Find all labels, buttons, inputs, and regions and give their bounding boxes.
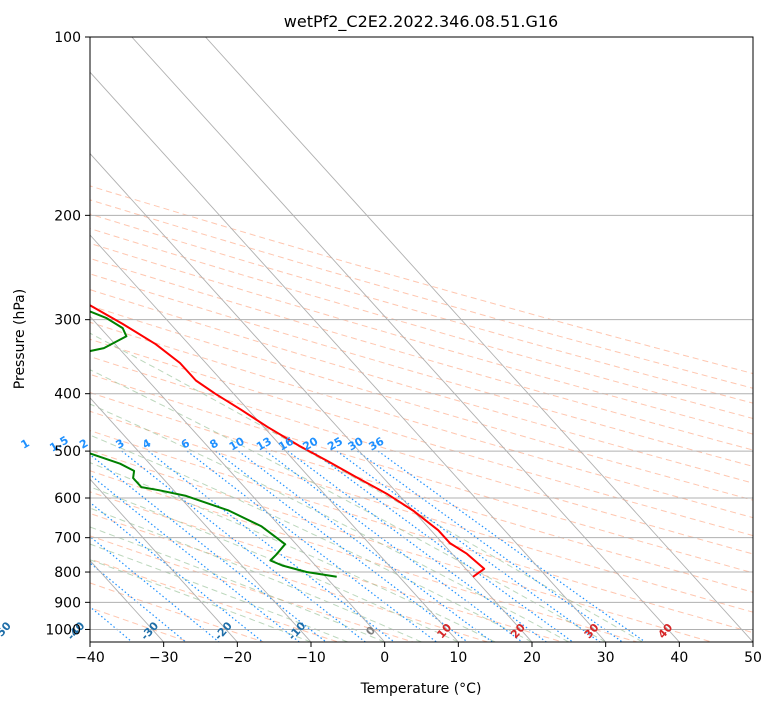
plot-frame [89, 36, 754, 643]
isotherm-line [90, 234, 459, 642]
dry-adiabat [90, 491, 563, 642]
dry-adiabat [90, 392, 753, 593]
mixing-ratio-line [90, 535, 220, 642]
dry-adiabat [90, 257, 753, 451]
moist-adiabat [90, 434, 533, 642]
x-axis-label: Temperature (°C) [360, 681, 482, 697]
dry-adiabat [90, 242, 753, 435]
isotherm-line [131, 37, 680, 642]
mixing-ratio-line [215, 450, 468, 642]
dry-adiabat [90, 356, 753, 555]
y-axis-label: Pressure (hPa) [12, 289, 28, 389]
moist-adiabat [90, 369, 606, 642]
y-tick-label: 300 [54, 313, 81, 329]
mixing-ratio-line [265, 450, 523, 642]
x-tick-label: 0 [380, 650, 389, 666]
x-tick-label: −30 [149, 650, 179, 666]
background-lines [90, 185, 753, 642]
x-tick-label: −20 [223, 650, 253, 666]
x-tick-label: 20 [523, 650, 541, 666]
moist-adiabat [90, 543, 348, 642]
x-tick-label: −40 [75, 650, 105, 666]
isotherm-line [90, 478, 238, 642]
y-tick-label: 800 [54, 565, 81, 581]
y-tick-label: 200 [54, 208, 81, 224]
x-tick-label: 40 [670, 650, 688, 666]
isotherm-line [90, 315, 386, 642]
y-tick-label: 700 [54, 531, 81, 547]
mixing-ratio-line [186, 450, 437, 642]
mixing-ratio-line [90, 453, 327, 642]
dry-adiabat [90, 512, 488, 642]
dry-adiabat [90, 273, 753, 467]
isotherm-line [90, 71, 607, 642]
dry-adiabat [90, 449, 712, 642]
mixing-ratio-line [357, 450, 623, 642]
chart-title: wetPf2_C2E2.2022.346.08.51.G16 [284, 12, 558, 32]
y-tick-label: 100 [54, 30, 81, 46]
dry-adiabat [90, 305, 753, 501]
moist-adiabat [90, 332, 643, 642]
grid [90, 37, 753, 642]
mixing-ratio-line [336, 450, 601, 642]
x-tick-label: 10 [449, 650, 467, 666]
mixing-ratio-line [90, 473, 300, 642]
axes: −40 −30 −20 −10 0 10 20 30 40 50 100 200 300 400 500 60… [45, 30, 762, 666]
isotherm-line [90, 397, 312, 642]
x-tick-label: 30 [597, 650, 615, 666]
dry-adiabat [90, 470, 638, 642]
dry-adiabat [90, 185, 753, 375]
moist-adiabat [90, 486, 459, 642]
y-tick-label: 900 [54, 595, 81, 611]
dry-adiabat [90, 410, 753, 613]
y-tick-label: 600 [54, 491, 81, 507]
y-tick-label: 1000 [45, 622, 81, 638]
isotherm-line [90, 152, 533, 642]
mixing-ratio-line [311, 450, 574, 642]
temperature-line [90, 304, 486, 578]
x-tick-label: 50 [744, 650, 762, 666]
dry-adiabat [90, 582, 264, 642]
isotherm-line [205, 37, 753, 642]
data-series [90, 304, 486, 578]
moist-adiabat [90, 526, 385, 642]
dry-adiabat [90, 338, 753, 537]
mixing-ratio-line [90, 562, 187, 642]
y-tick-label: 400 [54, 387, 81, 403]
y-tick-label: 500 [54, 444, 81, 460]
x-tick-label: −10 [296, 650, 326, 666]
plot-area [90, 37, 753, 642]
dewpoint-line [90, 310, 337, 578]
mixing-ratio-line [287, 450, 547, 642]
